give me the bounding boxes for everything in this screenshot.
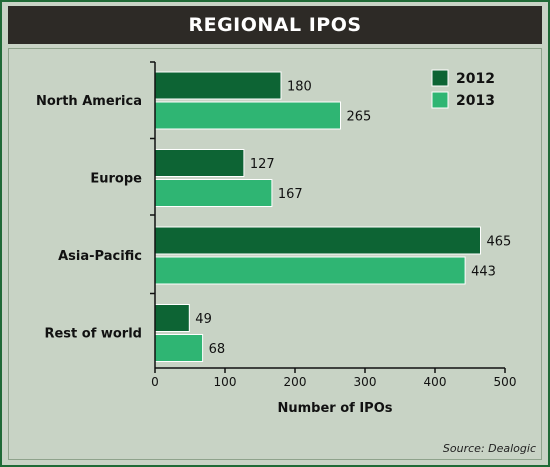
- x-tick-label: 200: [284, 375, 307, 389]
- data-label-europe-2013: 167: [278, 187, 303, 202]
- category-label: Asia-Pacific: [58, 249, 142, 264]
- legend-swatch-2012: [431, 69, 449, 87]
- data-label-north-america-2012: 180: [287, 80, 312, 95]
- legend-label-2013: 2013: [456, 93, 495, 109]
- bar-asia-pacific-2013: [154, 256, 466, 285]
- x-tick-label: 0: [151, 375, 159, 389]
- legend: 2012 2013: [431, 69, 495, 109]
- x-tick-label: 400: [424, 375, 447, 389]
- category-label: North America: [36, 94, 142, 109]
- x-axis-title: Number of IPOs: [277, 401, 392, 416]
- source-note: Source: Dealogic: [443, 442, 536, 455]
- bar-rest-of-world-2012: [154, 304, 190, 332]
- bar-north-america-2013: [154, 101, 341, 130]
- bar-europe-2012: [154, 149, 245, 177]
- category-labels: North America Europe Asia-Pacific Rest of w…: [36, 94, 142, 342]
- category-label: Rest of world: [44, 327, 142, 342]
- x-tick-label: 300: [354, 375, 377, 389]
- bar-rest-of-world-2013: [154, 334, 204, 362]
- data-label-europe-2012: 127: [250, 157, 275, 172]
- legend-label-2012: 2012: [456, 71, 495, 87]
- chart-title: REGIONAL IPOS: [8, 6, 542, 44]
- bar-europe-2013: [154, 179, 273, 207]
- x-tick-label: 500: [494, 375, 517, 389]
- x-axis: 0 100 200 300 400 500: [150, 61, 517, 389]
- data-label-rest-of-world-2012: 49: [195, 312, 212, 327]
- data-label-asia-pacific-2013: 443: [471, 265, 496, 280]
- bar-north-america-2012: [154, 71, 282, 100]
- category-label: Europe: [90, 172, 142, 187]
- data-label-asia-pacific-2012: 465: [487, 235, 512, 250]
- x-tick-label: 100: [214, 375, 237, 389]
- data-label-rest-of-world-2013: 68: [209, 342, 226, 357]
- bar-asia-pacific-2012: [154, 226, 481, 255]
- data-label-north-america-2013: 265: [347, 110, 372, 125]
- legend-swatch-2013: [431, 91, 449, 109]
